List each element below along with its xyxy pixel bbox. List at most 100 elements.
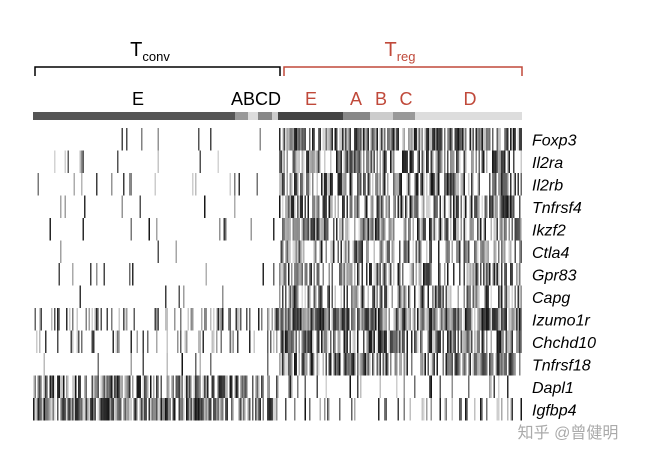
cell (309, 173, 311, 196)
cell (460, 330, 462, 353)
cell (312, 353, 314, 376)
cell (424, 263, 426, 286)
cell (358, 218, 360, 241)
cell (483, 218, 485, 241)
cell (67, 375, 69, 398)
cell (304, 195, 306, 218)
cell (508, 240, 510, 263)
cell (436, 128, 438, 151)
cell (520, 128, 522, 151)
cell (118, 330, 120, 353)
cell (462, 330, 464, 353)
cell (292, 240, 294, 263)
cell (427, 128, 429, 151)
cell (82, 398, 84, 421)
cell (460, 218, 462, 241)
cell (447, 150, 449, 173)
cell (303, 308, 305, 331)
cell (144, 375, 146, 398)
cell (325, 308, 327, 331)
cell (358, 240, 360, 263)
cell (507, 173, 509, 196)
cell (289, 173, 291, 196)
cell (426, 173, 428, 196)
cell (130, 353, 132, 376)
cell (460, 308, 462, 331)
cell (120, 398, 122, 421)
cell (403, 150, 405, 173)
cell (300, 263, 302, 286)
cell (511, 218, 513, 241)
cell (316, 195, 318, 218)
cell (301, 330, 303, 353)
cell (444, 195, 446, 218)
cell (420, 353, 422, 376)
cell (481, 398, 483, 421)
cell (318, 308, 320, 331)
cell (423, 263, 425, 286)
cell (379, 195, 381, 218)
cell (493, 150, 495, 173)
cell (258, 398, 260, 421)
cell (465, 240, 467, 263)
cell (504, 128, 506, 151)
cell (471, 330, 473, 353)
cell (364, 128, 366, 151)
cell (436, 308, 438, 331)
cell (363, 128, 365, 151)
cell (94, 308, 96, 331)
heatmap (33, 128, 522, 421)
cell (505, 218, 507, 241)
cell (397, 195, 399, 218)
cell (64, 150, 66, 173)
cell (157, 128, 159, 151)
cell (438, 173, 440, 196)
cell (132, 375, 134, 398)
cell (367, 330, 369, 353)
cell (384, 308, 386, 331)
cell (339, 218, 341, 241)
cell (60, 240, 62, 263)
cell (456, 173, 458, 196)
cell (117, 150, 119, 173)
cell (112, 330, 114, 353)
cell (289, 240, 291, 263)
segment (272, 112, 278, 120)
cell (199, 375, 201, 398)
cell (340, 263, 342, 286)
cell (211, 375, 213, 398)
cell (435, 330, 437, 353)
cell (489, 173, 491, 196)
cell (292, 128, 294, 151)
cell (478, 128, 480, 151)
cell (250, 218, 252, 241)
cell (307, 150, 309, 173)
cell (520, 218, 522, 241)
cell (505, 128, 507, 151)
cell (282, 263, 284, 286)
cell (360, 240, 362, 263)
cell (420, 330, 422, 353)
cell (375, 308, 377, 331)
cell (220, 375, 222, 398)
cell (378, 218, 380, 241)
cell (432, 308, 434, 331)
cell (495, 308, 497, 331)
cell (490, 330, 492, 353)
cell (496, 150, 498, 173)
cell (406, 353, 408, 376)
cell (465, 330, 467, 353)
cell (232, 330, 234, 353)
gene-label: Ctla4 (532, 245, 569, 262)
cell (430, 150, 432, 173)
cell (493, 173, 495, 196)
cell (343, 128, 345, 151)
cell (499, 150, 501, 173)
cell (384, 330, 386, 353)
cell (378, 308, 380, 331)
cell (453, 173, 455, 196)
cell (255, 398, 257, 421)
cell (361, 353, 363, 376)
cell (316, 353, 318, 376)
cell (409, 263, 411, 286)
